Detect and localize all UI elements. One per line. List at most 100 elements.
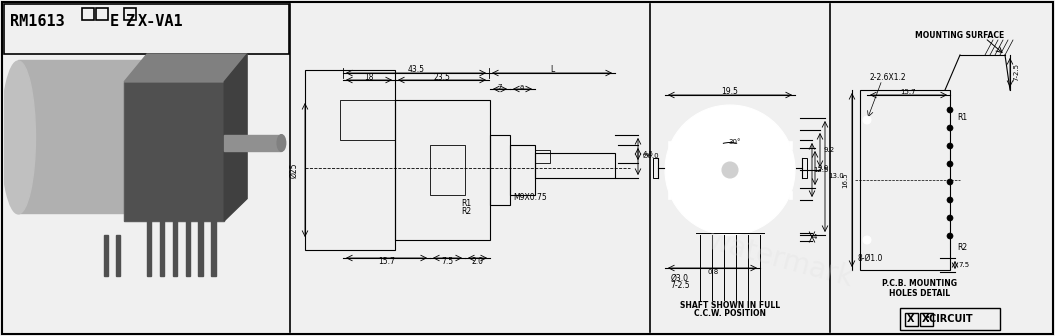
Text: X-VA1: X-VA1 [138, 14, 184, 29]
Text: MOUNTING SURFACE: MOUNTING SURFACE [916, 31, 1004, 40]
Bar [211, 215, 215, 277]
Circle shape [947, 197, 953, 203]
Bar [104, 235, 109, 277]
Text: Z: Z [124, 14, 134, 30]
Circle shape [665, 105, 795, 235]
Circle shape [947, 143, 953, 149]
Text: C.C.W. POSITION: C.C.W. POSITION [694, 309, 766, 319]
Bar [920, 313, 933, 326]
Bar [340, 100, 395, 140]
Text: 15.7: 15.7 [900, 89, 916, 95]
Text: 18: 18 [364, 73, 373, 82]
Circle shape [722, 162, 738, 178]
Bar [147, 215, 151, 277]
Text: 15.7: 15.7 [379, 257, 396, 266]
Text: 9.2: 9.2 [823, 147, 835, 153]
Text: 8-Ø1.0: 8-Ø1.0 [858, 253, 883, 262]
Text: R1: R1 [461, 199, 472, 208]
Circle shape [947, 125, 953, 131]
Text: 7.5: 7.5 [441, 257, 453, 266]
Text: M9X0.75: M9X0.75 [513, 194, 546, 203]
Circle shape [863, 116, 871, 124]
Bar [124, 82, 225, 221]
Text: 4.5: 4.5 [642, 151, 654, 157]
Bar [173, 215, 177, 277]
Bar [905, 313, 918, 326]
Bar [535, 153, 615, 178]
Text: 23.5: 23.5 [434, 73, 450, 82]
Text: 9.0: 9.0 [817, 165, 828, 171]
Text: R2: R2 [461, 208, 472, 216]
Bar [789, 191, 792, 199]
Bar [789, 166, 792, 174]
Text: Ø6.0: Ø6.0 [642, 153, 659, 159]
Text: 16.5: 16.5 [842, 172, 848, 188]
Circle shape [863, 236, 871, 244]
Text: 7: 7 [498, 84, 502, 90]
Polygon shape [124, 54, 247, 82]
Bar [668, 191, 671, 199]
Bar [198, 215, 203, 277]
Bar [82, 8, 94, 20]
Text: 43.5: 43.5 [407, 66, 424, 75]
Text: 2-2.6X1.2: 2-2.6X1.2 [870, 74, 906, 83]
Text: 7-2.5: 7-2.5 [670, 282, 690, 291]
Text: Ø25: Ø25 [289, 162, 298, 178]
Circle shape [947, 107, 953, 113]
Bar [96, 8, 108, 20]
Circle shape [947, 179, 953, 185]
Bar [124, 82, 225, 221]
Text: 13.0: 13.0 [828, 173, 844, 179]
Bar [668, 141, 671, 149]
Ellipse shape [277, 135, 286, 151]
Circle shape [947, 233, 953, 239]
Bar [116, 235, 120, 277]
Bar [802, 158, 807, 178]
Text: R1: R1 [957, 114, 967, 123]
Text: 4: 4 [813, 234, 818, 240]
Text: :CIRCUIT: :CIRCUIT [926, 314, 974, 324]
Text: watermark: watermark [704, 227, 857, 293]
Circle shape [947, 161, 953, 167]
Bar [510, 145, 535, 195]
Circle shape [712, 152, 748, 188]
Bar [18, 59, 147, 212]
Bar [430, 145, 465, 195]
Text: SHAFT SHOWN IN FULL: SHAFT SHOWN IN FULL [679, 300, 780, 309]
Bar [225, 135, 282, 151]
Bar [860, 90, 950, 270]
Bar [490, 135, 510, 205]
Bar [4, 4, 289, 54]
Circle shape [947, 215, 953, 221]
Text: 19.5: 19.5 [722, 87, 738, 96]
Bar [186, 215, 190, 277]
Text: a: a [520, 84, 524, 90]
Text: 7.5: 7.5 [958, 262, 970, 268]
Text: R2: R2 [957, 244, 967, 252]
Ellipse shape [1, 61, 36, 214]
Text: HOLES DETAIL: HOLES DETAIL [889, 289, 951, 297]
Bar [668, 166, 671, 174]
Text: P.C.B. MOUNTING: P.C.B. MOUNTING [882, 279, 958, 288]
Text: RM1613: RM1613 [9, 14, 64, 29]
Ellipse shape [130, 61, 165, 214]
Bar [305, 70, 395, 250]
Bar [124, 8, 136, 20]
Text: 30°: 30° [729, 139, 742, 145]
Text: 12.5: 12.5 [813, 167, 828, 173]
Text: L: L [550, 66, 554, 75]
Text: Ø3.0: Ø3.0 [671, 274, 689, 283]
Bar [395, 100, 490, 240]
Text: E: E [110, 14, 119, 29]
Bar [535, 150, 550, 163]
Text: X: X [907, 314, 915, 324]
Bar [653, 158, 658, 178]
Bar [900, 308, 1000, 330]
Text: 0.8: 0.8 [707, 269, 718, 275]
Polygon shape [225, 54, 247, 221]
Text: 7-2.5: 7-2.5 [1013, 63, 1019, 81]
Text: 2.0: 2.0 [471, 257, 483, 266]
Bar [789, 141, 792, 149]
Bar [160, 215, 165, 277]
Text: X: X [922, 314, 929, 324]
